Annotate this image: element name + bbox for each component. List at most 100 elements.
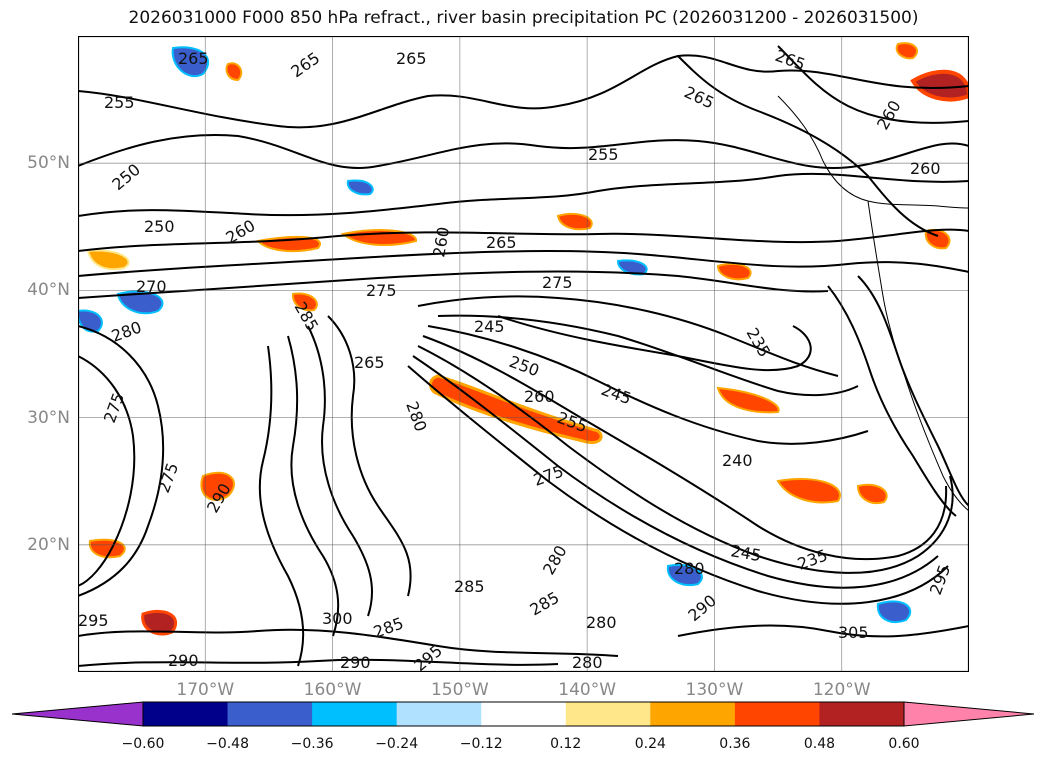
- contour-line: [427, 325, 869, 445]
- shade-orange-c1: [291, 292, 318, 312]
- coastline-segment: [777, 95, 969, 209]
- contour-line: [677, 55, 939, 237]
- contour-label: 290: [340, 653, 371, 672]
- shade-blue-se: [876, 600, 912, 623]
- colorbar-tick-label: 0.12: [550, 736, 582, 752]
- contour-line: [78, 54, 969, 129]
- latitude-label: 40°N: [27, 280, 70, 301]
- contour-line: [307, 325, 374, 617]
- contour-label: 290: [168, 651, 199, 670]
- colorbar-segment: [227, 702, 313, 726]
- shade-blue-w2: [78, 309, 103, 333]
- colorbar-segment: [481, 702, 567, 726]
- map-canvas[interactable]: 265 265 265 265 255 265 260 250 255 260 …: [78, 36, 969, 672]
- longitude-label: 130°W: [685, 680, 744, 700]
- shade-orange-w: [86, 249, 130, 271]
- contour-line: [258, 345, 305, 667]
- contour-line: [857, 275, 969, 507]
- contour-line: [78, 270, 829, 299]
- colorbar-tick-label: −0.12: [459, 736, 503, 752]
- contour-line: [677, 624, 969, 638]
- contour-label: 265: [178, 49, 209, 68]
- colorbar-tick-label: 0.36: [719, 736, 751, 752]
- colorbar-outline: [142, 701, 905, 727]
- latitude-label: 30°N: [27, 407, 70, 428]
- contour-line: [407, 365, 949, 605]
- colorbar-segment: [565, 702, 651, 726]
- colorbar-tick-label: −0.48: [206, 736, 249, 752]
- contour-label: 260: [910, 159, 941, 178]
- colorbar-segment: [396, 702, 482, 726]
- contour-label: 255: [104, 93, 135, 112]
- contour-label: 265: [486, 233, 517, 252]
- contour-line: [78, 628, 619, 657]
- colorbar-tick-label: −0.60: [121, 736, 165, 752]
- longitude-label: 140°W: [558, 680, 617, 700]
- contour-line: [78, 355, 136, 587]
- colorbar-tick-label: 0.60: [888, 736, 920, 752]
- shade-orange-e1: [776, 477, 841, 504]
- longitude-label: 160°W: [303, 680, 362, 700]
- shade-orange-band3: [556, 212, 593, 231]
- contour-label: 245: [474, 317, 505, 336]
- contour-label: 280: [586, 613, 617, 632]
- contour-line: [327, 315, 412, 597]
- contour-label: 270: [136, 277, 167, 296]
- longitude-label: 150°W: [430, 680, 489, 700]
- contour-label: 280: [674, 559, 705, 578]
- contour-label: 275: [542, 273, 573, 292]
- contour-line: [827, 285, 957, 517]
- contour-label: 305: [838, 623, 869, 642]
- shade-blue-nw: [171, 46, 210, 77]
- contour-line: [422, 335, 948, 561]
- shade-orange-sw: [200, 471, 235, 501]
- coastline-segment: [867, 200, 969, 512]
- contour-label: 295: [78, 611, 109, 630]
- contour-line: [78, 658, 559, 667]
- lat-lon-grid: [78, 36, 969, 672]
- map-border: [78, 36, 969, 672]
- contour-label: 265: [354, 353, 385, 372]
- contour-label: 260: [524, 387, 555, 406]
- colorbar-segment: [312, 702, 398, 726]
- contour-line: [777, 45, 969, 124]
- contour-label: 255: [588, 145, 619, 164]
- colorbar-tick-label: −0.24: [375, 736, 419, 752]
- shade-blue-s: [666, 563, 703, 586]
- contour-label: 280: [572, 653, 603, 672]
- colorbar-tick-label: 0.24: [634, 736, 666, 752]
- contour-label: 240: [722, 451, 753, 470]
- coastline: [777, 95, 969, 512]
- shade-blue-n: [346, 179, 374, 196]
- contour-line: [417, 295, 839, 377]
- contour-label: 275: [366, 281, 397, 300]
- contour-label: 265: [396, 49, 427, 68]
- colorbar-segment: [734, 702, 820, 726]
- contour-line: [78, 134, 969, 170]
- map-panel[interactable]: 265 265 265 265 255 265 260 250 255 260 …: [78, 36, 969, 672]
- shade-orange-ne2: [895, 42, 918, 60]
- shade-orange-c2: [716, 386, 780, 414]
- colorbar-segment: [819, 702, 905, 726]
- contour-line: [412, 355, 939, 589]
- longitude-label: 170°W: [176, 680, 235, 700]
- contour-line: [78, 250, 969, 277]
- colorbar: [11, 701, 1035, 727]
- map-background: [78, 36, 969, 672]
- longitude-label: 120°W: [812, 680, 871, 700]
- shade-orange-sw2: [88, 538, 126, 559]
- contour-line: [287, 335, 340, 637]
- latitude-label: 20°N: [27, 534, 70, 555]
- contour-line: [78, 228, 969, 252]
- colorbar-segment: [650, 702, 736, 726]
- contour-label: 285: [454, 577, 485, 596]
- contour-label: 250: [144, 217, 175, 236]
- shade-orange-topmid: [225, 62, 243, 82]
- colorbar-tick-label: 0.48: [803, 736, 836, 752]
- contour-line: [497, 315, 812, 372]
- contour-line: [417, 345, 954, 574]
- refractivity-contours: [78, 45, 969, 667]
- shade-orange-e2: [856, 483, 888, 504]
- shade-blue-w1: [116, 290, 164, 315]
- colorbar-extend-low: [11, 701, 144, 727]
